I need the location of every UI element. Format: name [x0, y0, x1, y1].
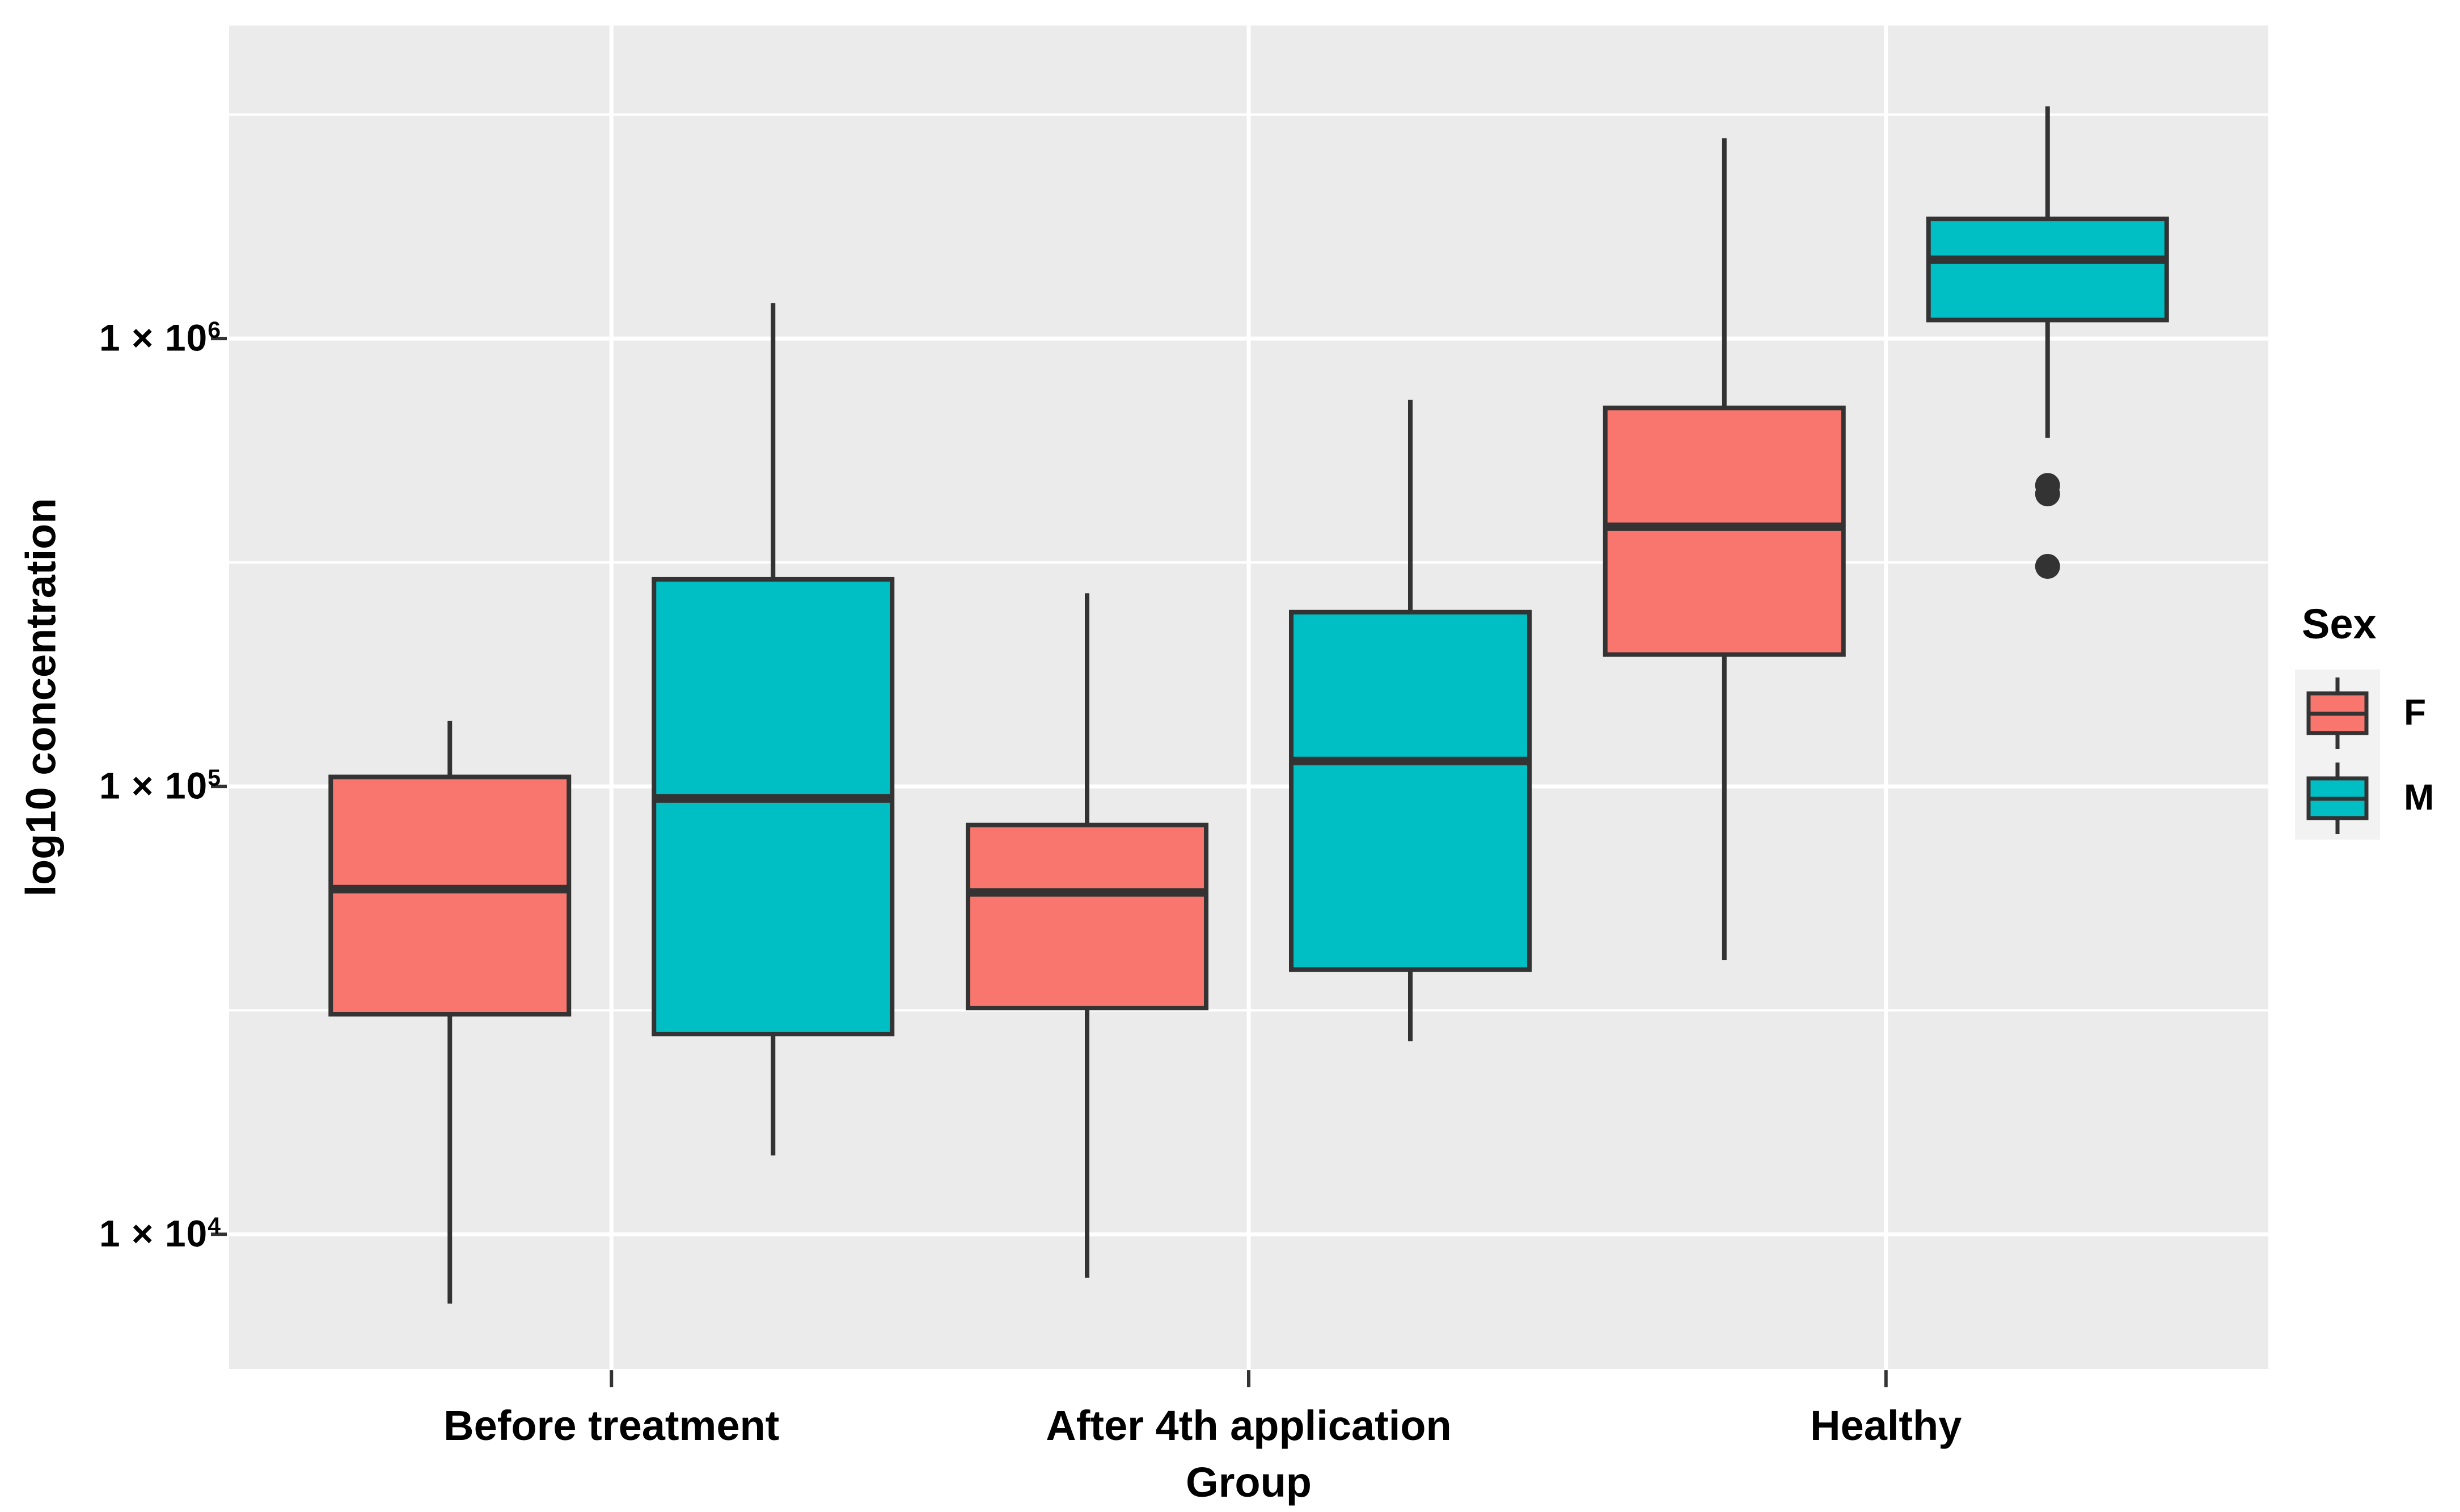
- y-tick-label-1e6: 1 × 106: [99, 316, 221, 359]
- outlier-M-2-2: [2035, 554, 2060, 579]
- y-tick-exponent: 5: [208, 764, 221, 791]
- y-tick-base: 1 × 10: [99, 764, 208, 807]
- legend-label-f: F: [2404, 692, 2427, 732]
- legend-label-m: M: [2404, 777, 2434, 818]
- legend-entry-f: F: [2295, 670, 2434, 755]
- box-M-1: [1289, 609, 1532, 972]
- box-M-2: [1926, 217, 2169, 323]
- x-tick-label-after-4th-application: After 4th application: [1046, 1402, 1452, 1449]
- y-tick-base: 1 × 10: [99, 1212, 208, 1255]
- legend-key-boxplot-icon-m: [2295, 755, 2380, 840]
- legend-entry-m: M: [2295, 755, 2434, 840]
- box-M-0: [652, 577, 895, 1036]
- box-F-2: [1603, 405, 1846, 657]
- legend-key-boxplot-icon-f: [2295, 670, 2380, 755]
- legend-glyph-M: [2306, 763, 2369, 834]
- y-tick-base: 1 × 10: [99, 316, 208, 359]
- legend: Sex F M: [2295, 600, 2434, 840]
- y-tick-label-1e4: 1 × 104: [99, 1212, 221, 1255]
- y-tick-exponent: 6: [208, 316, 221, 343]
- box-F-1: [966, 823, 1208, 1011]
- y-tick-label-1e5: 1 × 105: [99, 764, 221, 807]
- x-tick-label-before-treatment: Before treatment: [443, 1402, 780, 1449]
- y-axis-title: log10 concentration: [17, 498, 65, 897]
- y-tick-exponent: 4: [208, 1212, 221, 1239]
- legend-title: Sex: [2302, 600, 2377, 647]
- outlier-M-2-1: [2035, 481, 2060, 507]
- x-axis-title: Group: [1186, 1459, 1312, 1506]
- x-tick-label-healthy: Healthy: [1810, 1402, 1962, 1449]
- legend-glyph-F: [2306, 677, 2369, 749]
- box-F-0: [328, 774, 572, 1017]
